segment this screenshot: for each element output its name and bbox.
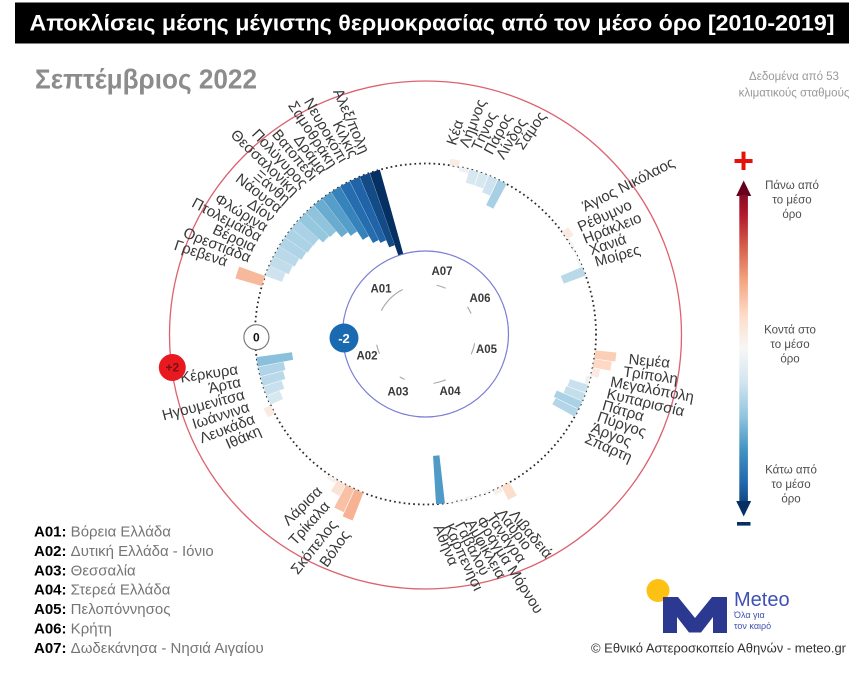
svg-text:Κοντά στο: Κοντά στο	[764, 325, 816, 337]
svg-text:© Εθνικό Αστεροσκοπείο Αθηνών: © Εθνικό Αστεροσκοπείο Αθηνών - meteo.gr	[591, 641, 847, 656]
svg-text:Σεπτέμβριος 2022: Σεπτέμβριος 2022	[35, 64, 257, 95]
svg-text:Όλα για: Όλα για	[733, 610, 765, 620]
svg-text:A02: A02	[356, 351, 377, 363]
svg-text:A04: A04	[439, 386, 461, 398]
svg-text:A03: A03	[387, 387, 408, 399]
svg-text:όρο: όρο	[782, 209, 801, 221]
svg-text:-2: -2	[338, 331, 350, 346]
svg-text:κλιματικούς σταθμούς: κλιματικούς σταθμούς	[739, 88, 850, 100]
svg-text:Δεδομένα από 53: Δεδομένα από 53	[749, 71, 839, 83]
svg-text:Meteo: Meteo	[734, 589, 790, 611]
svg-text:Νεμέα: Νεμέα	[628, 351, 671, 372]
svg-text:Κάτω από: Κάτω από	[765, 465, 817, 477]
svg-text:A02: Δυτική Ελλάδα - Ιόνιο: A02: Δυτική Ελλάδα - Ιόνιο	[34, 543, 214, 560]
svg-text:τον καιρό: τον καιρό	[734, 621, 771, 631]
svg-text:A03: Θεσσαλία: A03: Θεσσαλία	[34, 562, 136, 579]
svg-text:A06: A06	[469, 293, 490, 305]
svg-text:όρο: όρο	[780, 354, 799, 366]
svg-text:A07: A07	[431, 266, 452, 278]
svg-text:+2: +2	[165, 361, 179, 375]
svg-text:όρο: όρο	[781, 494, 800, 506]
svg-text:0: 0	[253, 331, 260, 345]
svg-text:A05: Πελοπόννησος: A05: Πελοπόννησος	[34, 601, 170, 618]
svg-text:το μέσο: το μέσο	[772, 195, 811, 207]
svg-text:A05: A05	[476, 344, 498, 356]
svg-text:A07: Δωδεκάνησα - Νησιά Αιγαίο: A07: Δωδεκάνησα - Νησιά Αιγαίου	[34, 640, 264, 657]
svg-text:+: +	[733, 140, 754, 181]
svg-text:A01: A01	[370, 284, 392, 296]
svg-text:Πάνω από: Πάνω από	[765, 180, 819, 192]
svg-text:A01: Βόρεια Ελλάδα: A01: Βόρεια Ελλάδα	[34, 524, 171, 541]
svg-text:Άρτα: Άρτα	[207, 374, 243, 397]
svg-text:το μέσο: το μέσο	[770, 339, 809, 351]
svg-text:Αποκλίσεις μέσης μέγιστης θερμ: Αποκλίσεις μέσης μέγιστης θερμοκρασίας α…	[30, 11, 835, 36]
svg-text:το μέσο: το μέσο	[771, 479, 810, 491]
svg-text:A04: Στερεά Ελλάδα: A04: Στερεά Ελλάδα	[34, 582, 171, 599]
svg-text:A06: Κρήτη: A06: Κρήτη	[34, 621, 112, 638]
